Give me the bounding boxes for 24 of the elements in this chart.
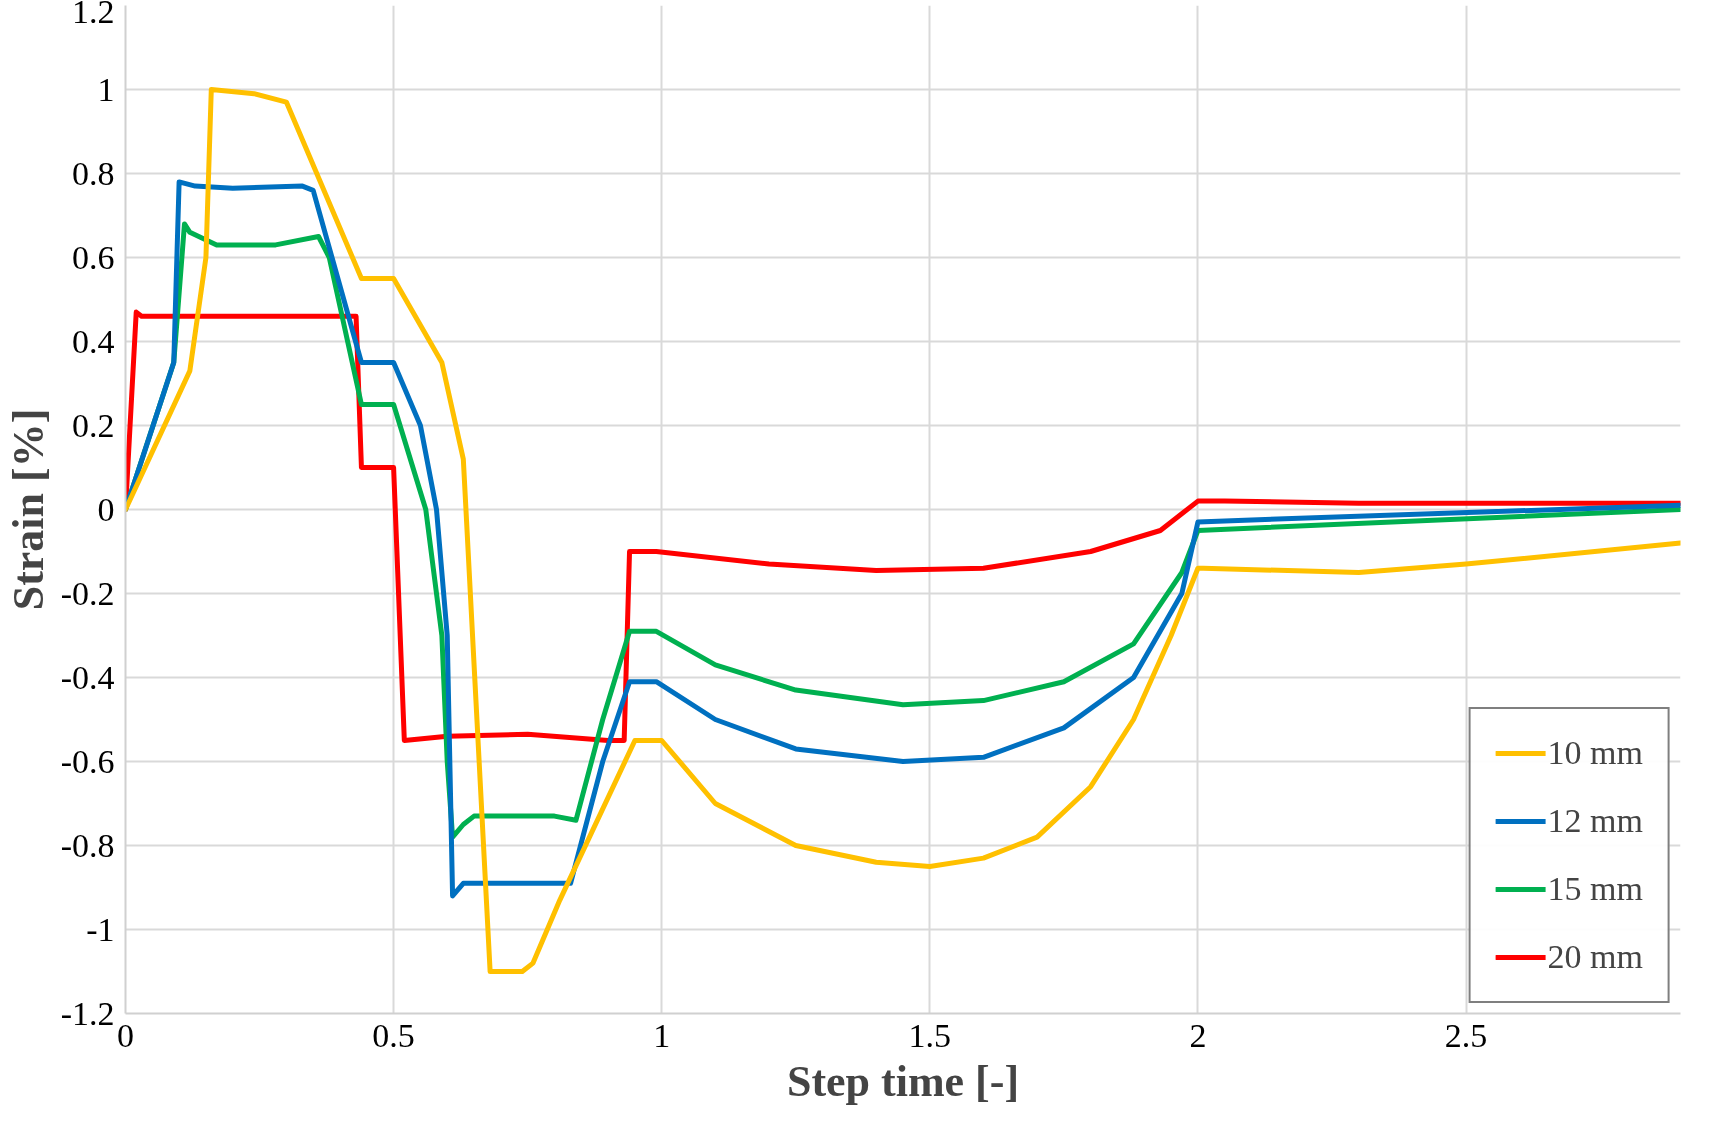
y-tick-label: 1.2: [72, 0, 115, 30]
y-axis-title: Strain [%]: [3, 408, 53, 611]
y-tick-label: -0.4: [60, 658, 115, 696]
y-tick-label: -0.8: [60, 826, 115, 864]
x-axis-title: Step time [-]: [786, 1056, 1020, 1106]
x-tick-label: 1.5: [908, 1016, 952, 1054]
x-tick-label: 1: [653, 1016, 671, 1054]
y-tick-label: 0.4: [72, 322, 115, 360]
y-tick-label: 0: [97, 490, 115, 528]
legend-label: 10 mm: [1547, 734, 1643, 772]
y-tick-label: -0.2: [60, 574, 115, 612]
y-tick-label: -1: [86, 910, 115, 948]
x-tick-label: 2: [1189, 1016, 1207, 1054]
legend-label: 15 mm: [1547, 870, 1643, 908]
y-tick-label: 0.8: [72, 154, 115, 192]
legend-label: 12 mm: [1547, 802, 1643, 840]
x-tick-label: 2.5: [1444, 1016, 1488, 1054]
y-tick-label: 1: [97, 70, 115, 108]
y-tick-label: -1.2: [60, 994, 115, 1032]
x-tick-label: 0.5: [372, 1016, 415, 1054]
y-tick-label: -0.6: [60, 742, 115, 780]
y-tick-label: 0.2: [72, 406, 115, 444]
legend-label: 20 mm: [1547, 938, 1643, 976]
y-tick-label: 0.6: [72, 238, 115, 276]
